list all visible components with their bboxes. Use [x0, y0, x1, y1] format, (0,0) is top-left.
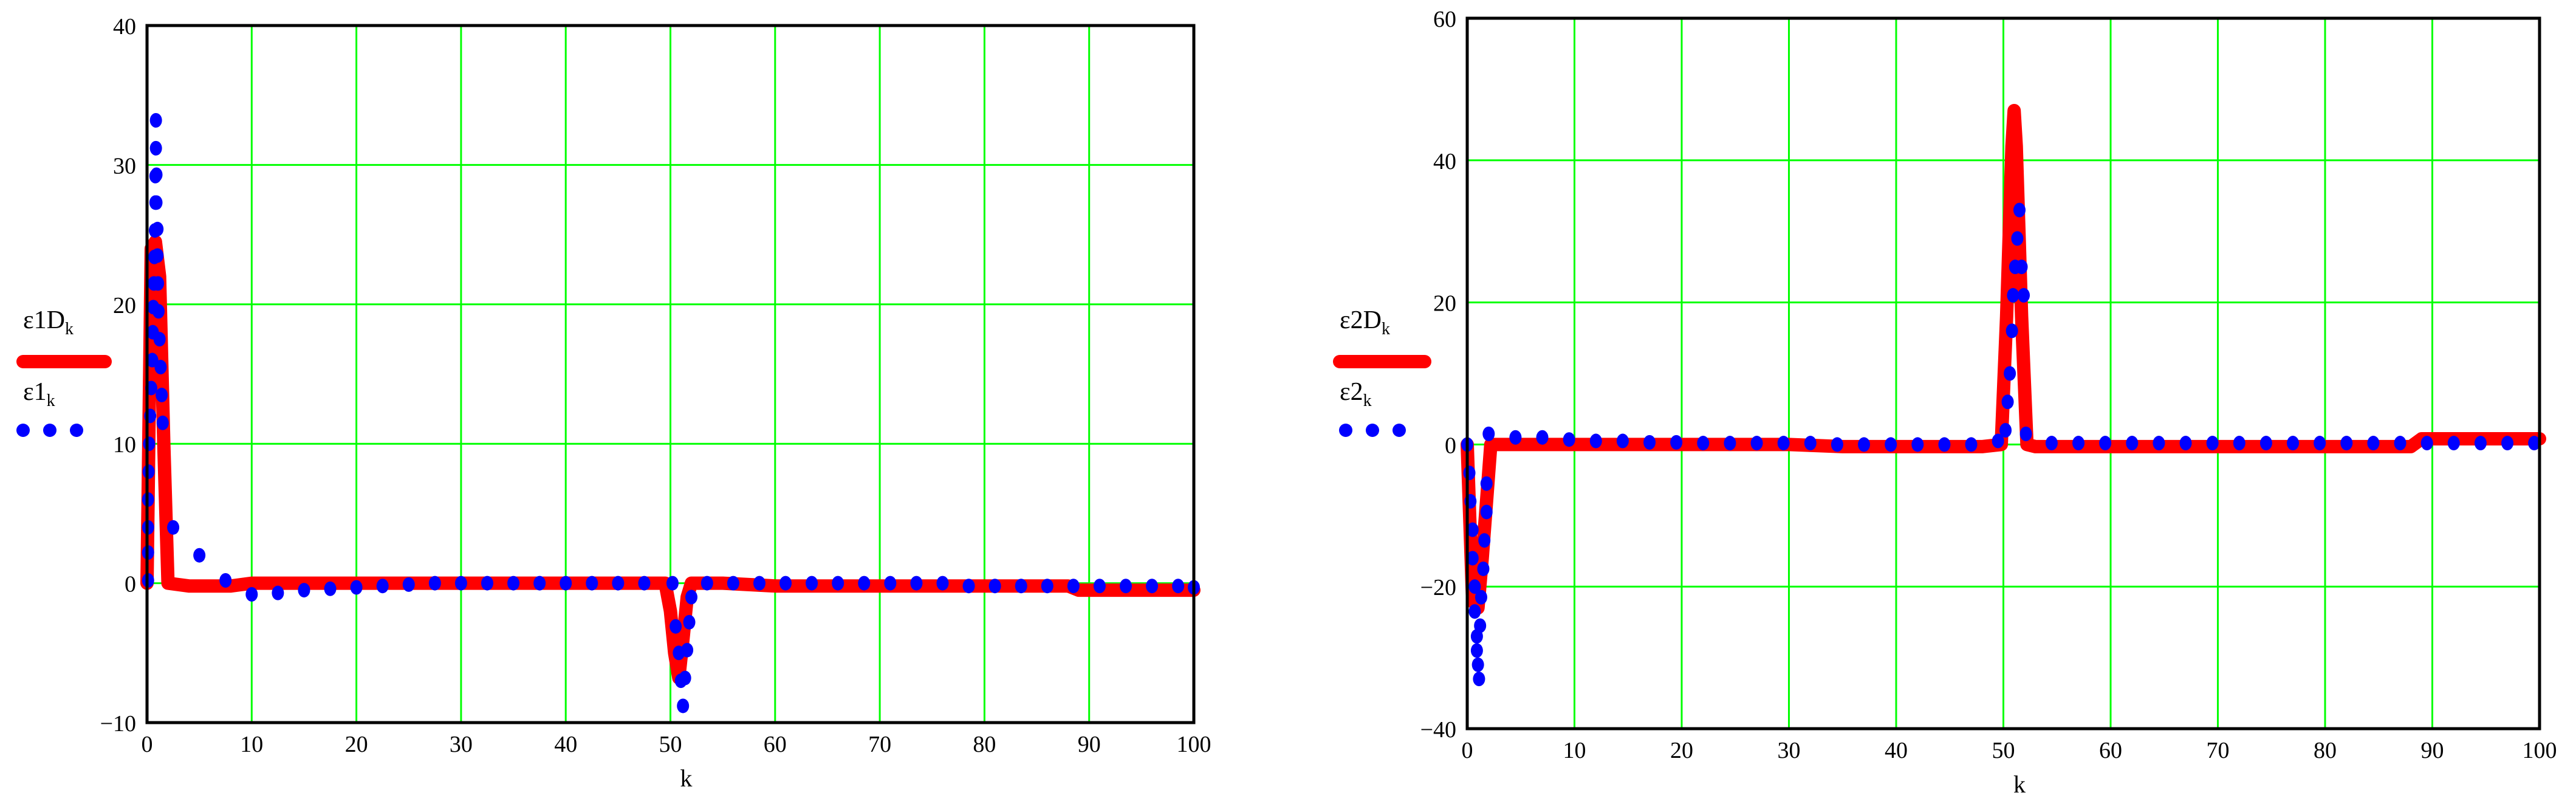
- series-dots: [1461, 202, 2541, 687]
- x-tick-label: 0: [1462, 738, 1473, 763]
- x-tick-label: 100: [1177, 732, 1211, 757]
- series-line: [1461, 104, 2546, 615]
- x-tick-label: 60: [764, 732, 787, 757]
- legend-label-dots: ε2k: [1340, 378, 1372, 410]
- x-tick-label: 10: [1563, 738, 1586, 763]
- x-tick-label: 70: [2207, 738, 2230, 763]
- x-tick-label: 20: [1670, 738, 1693, 763]
- plot-frame: [145, 24, 1196, 724]
- plot-frame: [1465, 16, 2541, 731]
- x-tick-label: 90: [2421, 738, 2444, 763]
- x-tick-label: 50: [1992, 738, 2015, 763]
- y-tick-label: 40: [1433, 149, 1456, 174]
- legend-label-dots: ε1k: [23, 378, 55, 410]
- legend-label-line: ε1Dk: [23, 306, 74, 339]
- plot-epsilon2: 0 10 20 30 40 50 60 70 80 90 100 60 40 20 0 −20 −40 k ε2Dk…: [1333, 7, 2557, 798]
- legend-label-line: ε2Dk: [1340, 306, 1390, 339]
- x-axis-label: k: [2013, 771, 2026, 798]
- legend: ε2Dk ε2k: [1333, 306, 1431, 437]
- legend: ε1Dk ε1k: [16, 306, 112, 437]
- y-tick-label: 40: [113, 14, 136, 40]
- y-tick-label: −40: [1420, 717, 1456, 743]
- x-tick-label: 20: [345, 732, 368, 757]
- y-tick-label: 30: [113, 153, 136, 179]
- legend-swatch-dots: [1339, 424, 1406, 437]
- x-tick-label: 90: [1078, 732, 1101, 757]
- y-tick-label: 10: [113, 432, 136, 458]
- y-tick-label: 20: [1433, 291, 1456, 317]
- plot-epsilon1: 0 10 20 30 40 50 60 70 80 90 100403020100−10kε1Dkε…: [16, 14, 1211, 792]
- legend-swatch-dots: [16, 424, 83, 437]
- x-tick-label: 100: [2523, 738, 2557, 763]
- x-axis-label: k: [680, 765, 692, 792]
- x-tick-label: 30: [1778, 738, 1801, 763]
- y-tick-label: 20: [113, 293, 136, 318]
- y-tick-label: 60: [1433, 7, 1456, 32]
- y-tick-label: −10: [100, 711, 136, 737]
- x-tick-label: 30: [450, 732, 473, 757]
- x-tick-label: 0: [142, 732, 153, 757]
- y-tick-label: 0: [125, 572, 136, 597]
- x-tick-label: 80: [973, 732, 996, 757]
- x-tick-label: 50: [659, 732, 682, 757]
- x-tick-label: 40: [554, 732, 577, 757]
- y-tick-label: 0: [1445, 433, 1456, 458]
- x-tick-label: 10: [240, 732, 263, 757]
- series-line: [140, 235, 1201, 685]
- x-tick-label: 70: [868, 732, 891, 757]
- x-tick-label: 60: [2099, 738, 2122, 763]
- x-tick-label: 40: [1885, 738, 1908, 763]
- y-tick-label: −20: [1420, 575, 1456, 600]
- x-tick-label: 80: [2314, 738, 2337, 763]
